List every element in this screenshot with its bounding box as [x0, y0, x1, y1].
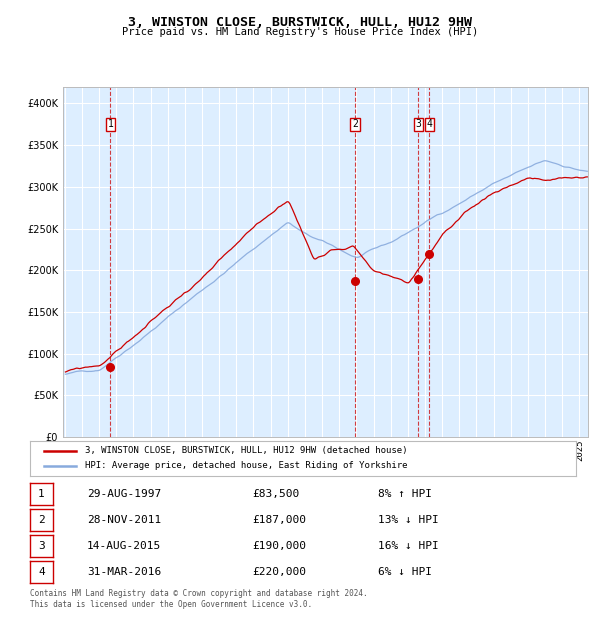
Text: 28-NOV-2011: 28-NOV-2011	[87, 515, 161, 525]
Text: £220,000: £220,000	[252, 567, 306, 577]
Text: £190,000: £190,000	[252, 541, 306, 551]
Text: 1: 1	[107, 119, 113, 130]
Text: £83,500: £83,500	[252, 489, 299, 499]
Text: 13% ↓ HPI: 13% ↓ HPI	[378, 515, 439, 525]
Text: 3, WINSTON CLOSE, BURSTWICK, HULL, HU12 9HW (detached house): 3, WINSTON CLOSE, BURSTWICK, HULL, HU12 …	[85, 446, 407, 456]
Text: This data is licensed under the Open Government Licence v3.0.: This data is licensed under the Open Gov…	[30, 600, 312, 609]
Text: 14-AUG-2015: 14-AUG-2015	[87, 541, 161, 551]
Text: 31-MAR-2016: 31-MAR-2016	[87, 567, 161, 577]
Text: Price paid vs. HM Land Registry's House Price Index (HPI): Price paid vs. HM Land Registry's House …	[122, 27, 478, 37]
Text: 2: 2	[38, 515, 45, 525]
Text: £187,000: £187,000	[252, 515, 306, 525]
Text: 8% ↑ HPI: 8% ↑ HPI	[378, 489, 432, 499]
Text: 2: 2	[352, 119, 358, 130]
Text: 16% ↓ HPI: 16% ↓ HPI	[378, 541, 439, 551]
Text: Contains HM Land Registry data © Crown copyright and database right 2024.: Contains HM Land Registry data © Crown c…	[30, 589, 368, 598]
Text: 6% ↓ HPI: 6% ↓ HPI	[378, 567, 432, 577]
Text: 3: 3	[38, 541, 45, 551]
Text: 3, WINSTON CLOSE, BURSTWICK, HULL, HU12 9HW: 3, WINSTON CLOSE, BURSTWICK, HULL, HU12 …	[128, 16, 472, 29]
Text: 4: 4	[427, 119, 432, 130]
Text: 29-AUG-1997: 29-AUG-1997	[87, 489, 161, 499]
Text: HPI: Average price, detached house, East Riding of Yorkshire: HPI: Average price, detached house, East…	[85, 461, 407, 471]
Text: 3: 3	[416, 119, 421, 130]
Text: 1: 1	[38, 489, 45, 499]
Text: 4: 4	[38, 567, 45, 577]
